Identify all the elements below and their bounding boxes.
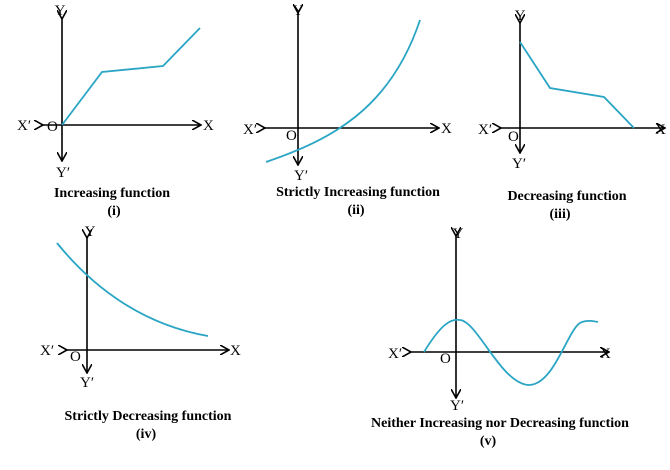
x-label: X [441,121,452,137]
panel-strictly-decreasing: Y X X′ O Y′ Strictly Decreasing function… [40,224,241,442]
x-label: X [230,343,241,359]
origin-label: O [70,349,81,365]
y-neg-label: Y′ [512,156,526,172]
y-label: Y [453,226,464,242]
caption: Strictly Increasing function [276,185,440,200]
panel-decreasing: Y X X′ O Y′ Decreasing function (iii) [478,8,666,222]
caption: Strictly Decreasing function [65,409,232,424]
x-neg-label: X′ [388,346,402,362]
y-neg-label: Y′ [450,398,464,414]
x-label: X [203,118,214,134]
decreasing-curve [519,41,635,129]
increasing-curve [61,27,201,126]
panel-strictly-increasing: Y X X′ O Y′ Strictly Increasing function… [243,3,452,218]
numeral: (i) [107,204,121,219]
origin-label: O [440,351,451,367]
x-label: X [600,346,611,362]
caption: Increasing function [54,186,170,201]
x-neg-label: X′ [17,118,31,134]
numeral: (iii) [550,207,571,222]
x-label: X [655,122,666,138]
origin-label: O [508,129,519,145]
y-neg-label: Y′ [80,375,94,391]
caption: Neither Increasing nor Decreasing functi… [371,416,629,431]
y-label: Y [515,8,526,24]
y-neg-label: Y′ [56,165,70,181]
numeral: (iv) [136,427,157,442]
origin-label: O [47,119,58,135]
x-neg-label: X′ [40,343,54,359]
wave-curve [423,318,599,386]
y-label: Y [85,224,96,240]
strictly-decreasing-curve [56,242,209,337]
y-neg-label: Y′ [294,168,308,184]
panel-increasing: Y X X′ O Y′ Increasing function (i) [17,3,214,219]
origin-label: O [286,128,297,144]
numeral: (v) [480,434,497,449]
y-label: Y [55,3,66,19]
x-neg-label: X′ [243,122,257,138]
strictly-increasing-curve [265,19,421,163]
caption: Decreasing function [507,189,626,204]
y-label: Y [293,3,304,19]
panel-neither: Y X X′ O Y′ Neither Increasing nor Decre… [371,226,629,449]
x-neg-label: X′ [478,122,492,138]
numeral: (ii) [347,203,364,218]
